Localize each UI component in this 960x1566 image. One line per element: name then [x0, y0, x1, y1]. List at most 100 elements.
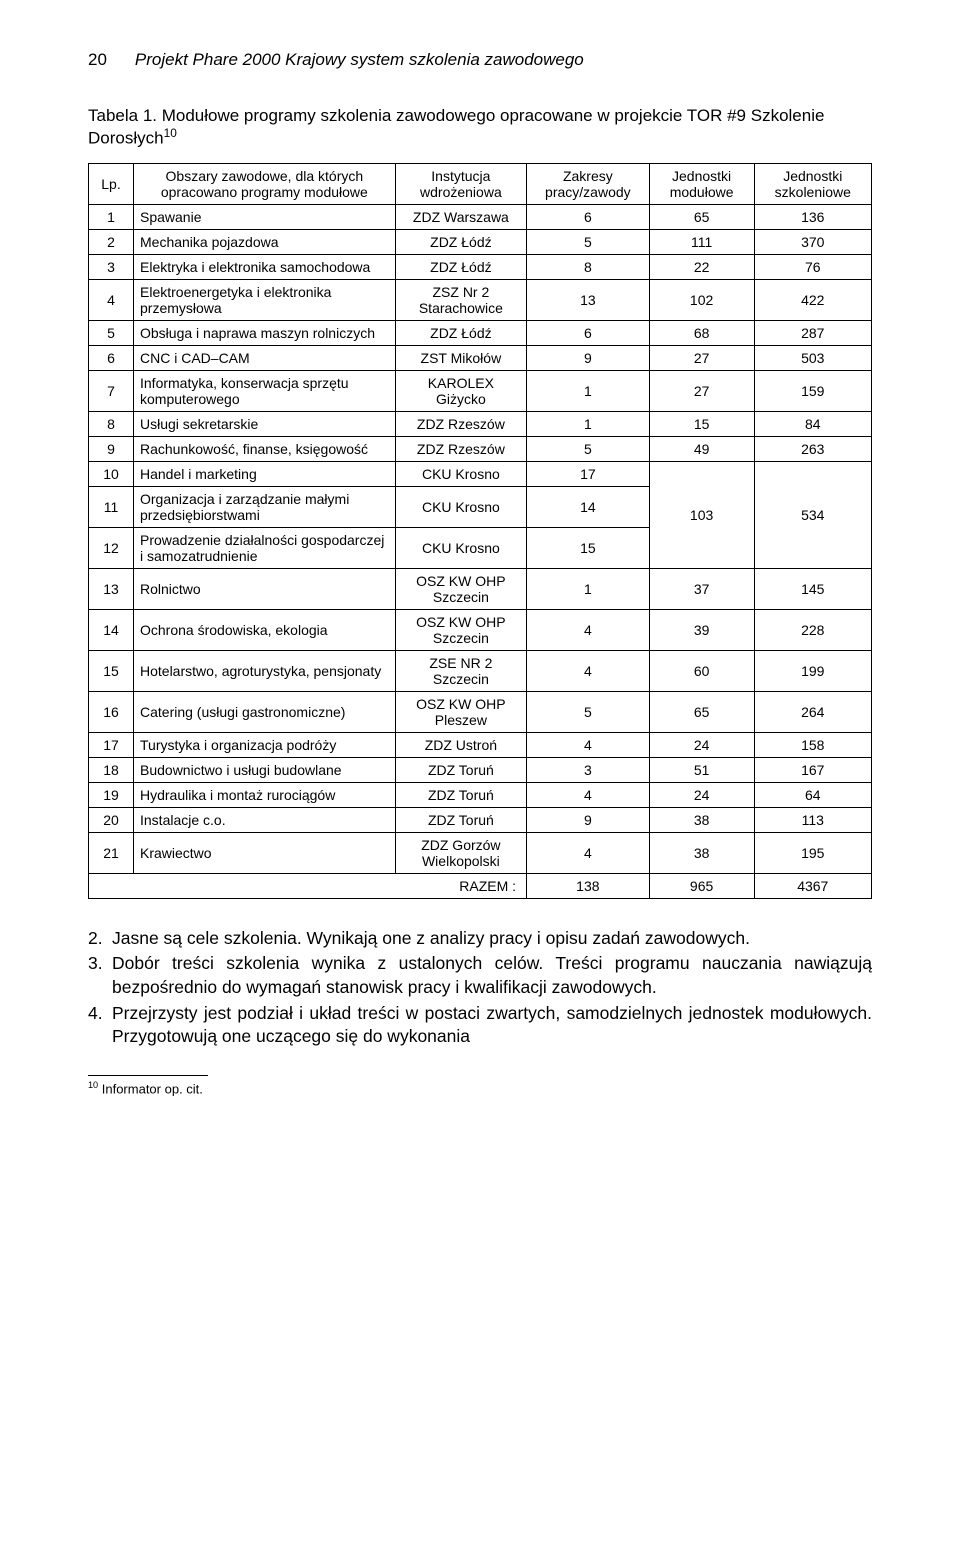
cell-inst: ZDZ Warszawa [395, 204, 526, 229]
table-row: 19Hydraulika i montaż rurociągówZDZ Toru… [89, 782, 872, 807]
list-item: 3. Dobór treści szkolenia wynika z ustal… [88, 952, 872, 999]
cell-lp: 3 [89, 254, 134, 279]
cell-c2: 15 [649, 411, 754, 436]
table-row: 2Mechanika pojazdowaZDZ Łódź5111370 [89, 229, 872, 254]
cell-c3: 158 [754, 732, 871, 757]
cell-c2: 27 [649, 370, 754, 411]
cell-c1: 3 [527, 757, 650, 782]
cell-lp: 7 [89, 370, 134, 411]
cell-inst: OSZ KW OHP Szczecin [395, 609, 526, 650]
list-item-number: 3. [88, 952, 112, 999]
cell-c3: 503 [754, 345, 871, 370]
cell-total-c3: 4367 [754, 873, 871, 898]
cell-inst: ZDZ Ustroń [395, 732, 526, 757]
cell-c2: 22 [649, 254, 754, 279]
table-caption: Tabela 1. Modułowe programy szkolenia za… [88, 106, 872, 149]
cell-desc: Ochrona środowiska, ekologia [134, 609, 396, 650]
cell-c2: 38 [649, 807, 754, 832]
cell-c3: 167 [754, 757, 871, 782]
cell-total-label: RAZEM : [89, 873, 527, 898]
caption-text: Tabela 1. Modułowe programy szkolenia za… [88, 106, 824, 148]
cell-c1: 4 [527, 832, 650, 873]
cell-c1: 15 [527, 527, 650, 568]
table-row: 18Budownictwo i usługi budowlaneZDZ Toru… [89, 757, 872, 782]
cell-c3: 264 [754, 691, 871, 732]
data-table: Lp. Obszary zawodowe, dla których opraco… [88, 163, 872, 899]
cell-c2: 49 [649, 436, 754, 461]
page-number: 20 [88, 50, 107, 70]
cell-lp: 18 [89, 757, 134, 782]
cell-lp: 17 [89, 732, 134, 757]
footnote: 10 Informator op. cit. [88, 1080, 872, 1096]
footnote-marker: 10 [88, 1080, 98, 1090]
cell-c2: 39 [649, 609, 754, 650]
cell-inst: ZSZ Nr 2 Starachowice [395, 279, 526, 320]
cell-c3: 136 [754, 204, 871, 229]
cell-lp: 20 [89, 807, 134, 832]
cell-inst: CKU Krosno [395, 527, 526, 568]
cell-desc: Handel i marketing [134, 461, 396, 486]
cell-c2: 38 [649, 832, 754, 873]
table-row-total: RAZEM :1389654367 [89, 873, 872, 898]
table-row: 16Catering (usługi gastronomiczne)OSZ KW… [89, 691, 872, 732]
table-row: 4Elektroenergetyka i elektronika przemys… [89, 279, 872, 320]
cell-c2: 65 [649, 204, 754, 229]
cell-inst: ZDZ Toruń [395, 782, 526, 807]
cell-c2: 65 [649, 691, 754, 732]
table-row: 7Informatyka, konserwacja sprzętu komput… [89, 370, 872, 411]
cell-c3: 199 [754, 650, 871, 691]
table-row: 5Obsługa i naprawa maszyn rolniczychZDZ … [89, 320, 872, 345]
cell-c3: 228 [754, 609, 871, 650]
cell-c3: 64 [754, 782, 871, 807]
cell-c1: 5 [527, 229, 650, 254]
cell-lp: 2 [89, 229, 134, 254]
cell-desc: Rachunkowość, finanse, księgowość [134, 436, 396, 461]
cell-c1: 4 [527, 732, 650, 757]
cell-c2: 111 [649, 229, 754, 254]
table-row: 14Ochrona środowiska, ekologiaOSZ KW OHP… [89, 609, 872, 650]
cell-lp: 14 [89, 609, 134, 650]
cell-c1: 5 [527, 436, 650, 461]
table-row: 8Usługi sekretarskieZDZ Rzeszów11584 [89, 411, 872, 436]
table-row: 9Rachunkowość, finanse, księgowośćZDZ Rz… [89, 436, 872, 461]
footnote-rule [88, 1075, 208, 1076]
cell-desc: Hydraulika i montaż rurociągów [134, 782, 396, 807]
cell-desc: Budownictwo i usługi budowlane [134, 757, 396, 782]
cell-lp: 6 [89, 345, 134, 370]
cell-c1: 9 [527, 345, 650, 370]
cell-inst: OSZ KW OHP Szczecin [395, 568, 526, 609]
cell-desc: Usługi sekretarskie [134, 411, 396, 436]
cell-lp: 9 [89, 436, 134, 461]
cell-lp: 12 [89, 527, 134, 568]
cell-inst: ZDZ Toruń [395, 807, 526, 832]
cell-c1: 5 [527, 691, 650, 732]
cell-c1: 1 [527, 568, 650, 609]
cell-inst: CKU Krosno [395, 486, 526, 527]
table-row: 13RolnictwoOSZ KW OHP Szczecin137145 [89, 568, 872, 609]
cell-lp: 4 [89, 279, 134, 320]
cell-desc: Mechanika pojazdowa [134, 229, 396, 254]
cell-inst: OSZ KW OHP Pleszew [395, 691, 526, 732]
cell-lp: 13 [89, 568, 134, 609]
table-row: 6CNC i CAD–CAMZST Mikołów927503 [89, 345, 872, 370]
page: 20 Projekt Phare 2000 Krajowy system szk… [0, 0, 960, 1136]
col-header-c3: Jednostki szkoleniowe [754, 163, 871, 204]
cell-total-c1: 138 [527, 873, 650, 898]
cell-desc: Rolnictwo [134, 568, 396, 609]
cell-c1: 1 [527, 411, 650, 436]
cell-lp: 8 [89, 411, 134, 436]
cell-c3: 113 [754, 807, 871, 832]
cell-c2: 60 [649, 650, 754, 691]
body-text: 2. Jasne są cele szkolenia. Wynikają one… [88, 927, 872, 1049]
cell-lp: 16 [89, 691, 134, 732]
cell-c1: 4 [527, 782, 650, 807]
table-row: 3Elektryka i elektronika samochodowaZDZ … [89, 254, 872, 279]
cell-c1: 4 [527, 650, 650, 691]
cell-c3-merged: 534 [754, 461, 871, 568]
table-row: 20Instalacje c.o.ZDZ Toruń938113 [89, 807, 872, 832]
cell-c2: 68 [649, 320, 754, 345]
cell-c3: 287 [754, 320, 871, 345]
cell-desc: Catering (usługi gastronomiczne) [134, 691, 396, 732]
list-item-number: 4. [88, 1002, 112, 1049]
running-title: Projekt Phare 2000 Krajowy system szkole… [135, 50, 584, 70]
